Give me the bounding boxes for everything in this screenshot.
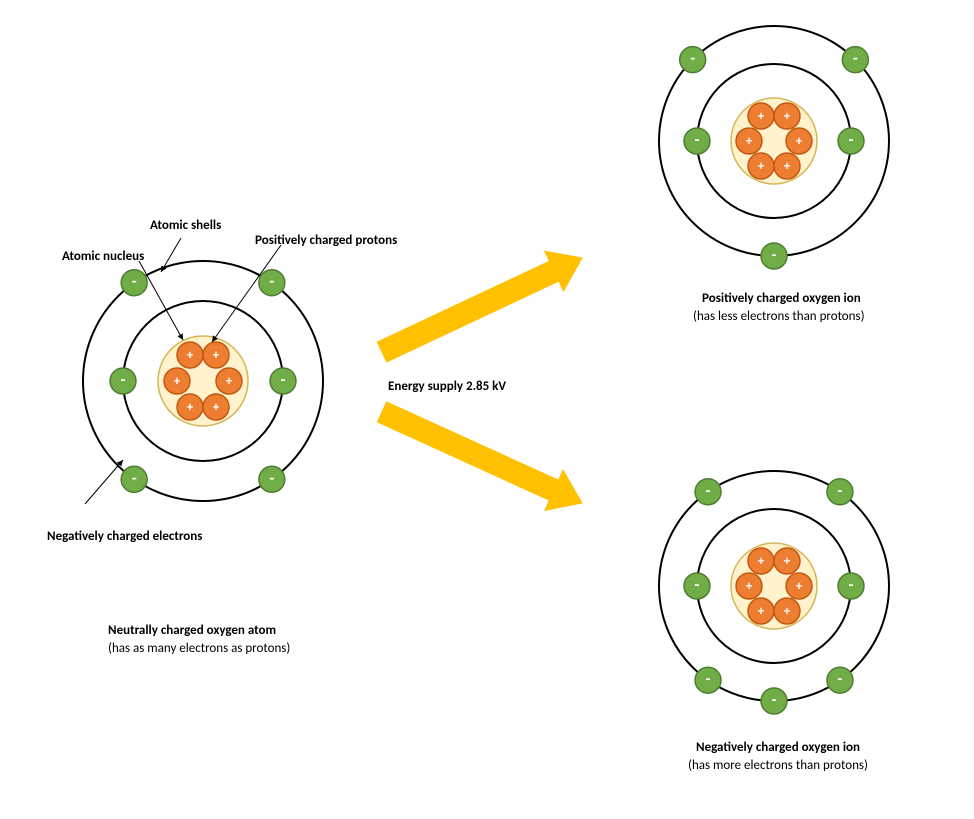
- svg-text:+: +: [796, 579, 803, 594]
- svg-text:-: -: [132, 469, 137, 488]
- svg-text:+: +: [746, 579, 753, 594]
- svg-text:+: +: [758, 159, 765, 174]
- label-energy: Energy supply 2.85 kV: [388, 379, 506, 394]
- caption-neutral-sub: (has as many electrons as protons): [108, 641, 290, 656]
- svg-text:+: +: [784, 159, 791, 174]
- svg-text:-: -: [849, 131, 854, 150]
- svg-text:-: -: [269, 469, 274, 488]
- svg-text:-: -: [838, 670, 843, 689]
- svg-text:-: -: [772, 246, 777, 265]
- svg-text:+: +: [784, 554, 791, 569]
- svg-text:+: +: [796, 134, 803, 149]
- label-atomic-nucleus: Atomic nucleus: [62, 249, 144, 264]
- svg-text:-: -: [772, 691, 777, 710]
- svg-text:+: +: [213, 400, 220, 415]
- svg-text:+: +: [187, 348, 194, 363]
- svg-text:-: -: [132, 273, 137, 292]
- svg-text:-: -: [269, 273, 274, 292]
- svg-text:-: -: [690, 50, 695, 69]
- svg-text:+: +: [187, 400, 194, 415]
- label-protons: Positively charged protons: [255, 233, 397, 248]
- ionization-diagram: + + + + + + - - - - - - + + + + + + - - - - - + + + + + + - - - - - - -: [0, 0, 974, 819]
- svg-text:+: +: [758, 554, 765, 569]
- caption-negative-sub: (has more electrons than protons): [688, 758, 868, 773]
- svg-text:+: +: [213, 348, 220, 363]
- svg-text:-: -: [281, 371, 286, 390]
- svg-text:+: +: [758, 109, 765, 124]
- svg-text:-: -: [853, 50, 858, 69]
- svg-text:+: +: [784, 109, 791, 124]
- svg-text:-: -: [706, 670, 711, 689]
- label-atomic-shells: Atomic shells: [150, 218, 221, 233]
- svg-text:+: +: [226, 374, 233, 389]
- caption-positive-title: Positively charged oxygen ion: [702, 291, 861, 306]
- caption-positive-sub: (has less electrons than protons): [693, 309, 865, 324]
- svg-text:-: -: [695, 131, 700, 150]
- svg-text:-: -: [838, 482, 843, 501]
- svg-text:-: -: [849, 576, 854, 595]
- svg-text:+: +: [784, 604, 791, 619]
- svg-text:-: -: [121, 371, 126, 390]
- caption-neutral-title: Neutrally charged oxygen atom: [108, 623, 276, 638]
- svg-text:+: +: [746, 134, 753, 149]
- svg-text:-: -: [706, 482, 711, 501]
- svg-text:+: +: [174, 374, 181, 389]
- svg-text:+: +: [758, 604, 765, 619]
- svg-text:-: -: [695, 576, 700, 595]
- label-electrons: Negatively charged electrons: [47, 529, 202, 544]
- caption-negative-title: Negatively charged oxygen ion: [696, 740, 860, 755]
